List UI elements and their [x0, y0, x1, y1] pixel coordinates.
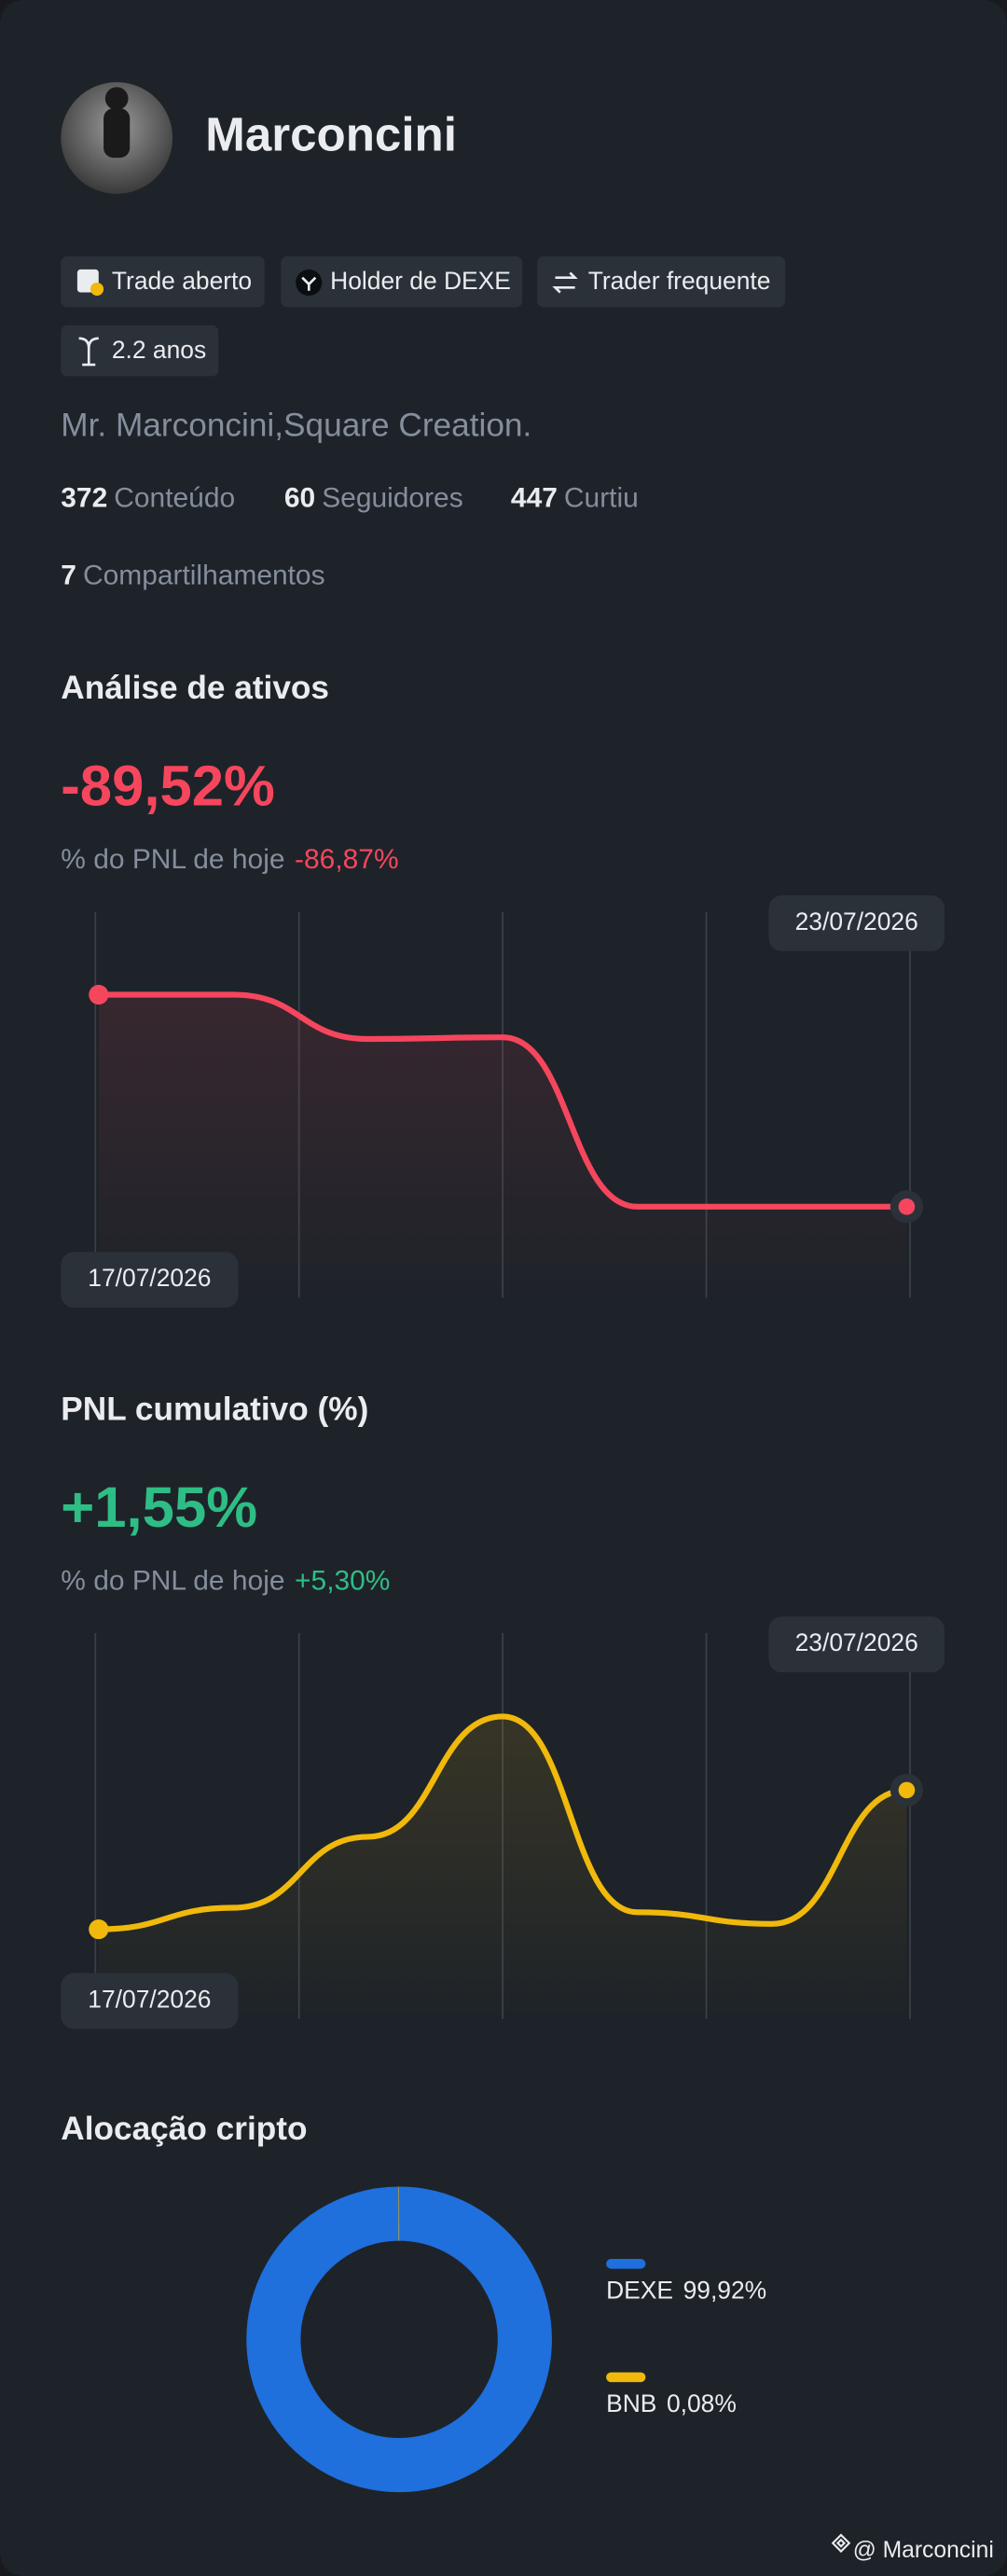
legend-entry: DEXE 99,92% — [606, 2276, 766, 2304]
line — [95, 991, 910, 1210]
date-label-bg — [768, 1616, 945, 1673]
pnl-today-value: -86,87% — [295, 844, 399, 875]
stat-label: Curtiu — [564, 482, 639, 513]
legend-swatch — [606, 2259, 646, 2269]
end-dot — [898, 1198, 916, 1215]
badge-bg — [61, 256, 265, 308]
badge: Holder de DEXE — [281, 256, 523, 308]
legend-value: 99,92% — [683, 2276, 767, 2304]
legend-value: 0,08% — [667, 2389, 737, 2417]
watermark-text: @ Marconcini — [853, 2538, 994, 2563]
pnl-today-label: % do PNL de hoje — [61, 1565, 284, 1596]
start-dot — [89, 1919, 109, 1940]
headline-value: +1,55% — [61, 1475, 257, 1540]
date-label-bg — [768, 895, 945, 951]
legend-name: BNB — [606, 2389, 656, 2417]
watermark: @ Marconcini — [831, 2533, 994, 2563]
stat: 60 Seguidores — [284, 482, 463, 513]
badge-label: Trade aberto — [112, 267, 252, 295]
stat-label: Conteúdo — [114, 482, 235, 513]
pnl-today: % do PNL de hoje +5,30% — [61, 1565, 390, 1596]
badge-icon — [552, 271, 578, 294]
badge-label: 2.2 anos — [112, 336, 206, 364]
date-label-bg — [61, 1252, 239, 1309]
badge-icon-mark — [301, 276, 317, 291]
profile-name: Marconcini — [205, 107, 457, 160]
stat-label: Seguidores — [322, 482, 462, 513]
date-label: 23/07/2026 — [795, 1628, 918, 1656]
stat-label: Compartilhamentos — [83, 560, 325, 590]
badge: 2.2 anos — [61, 325, 219, 377]
date-label: 17/07/2026 — [88, 1985, 211, 2013]
pnl-today-value: +5,30% — [295, 1565, 390, 1596]
section-title: PNL cumulativo (%) — [61, 1391, 368, 1427]
stat-value: 447 — [511, 482, 558, 513]
headline-value: -89,52% — [61, 755, 275, 819]
section-title: Análise de ativos — [61, 670, 329, 706]
stat-value: 7 — [61, 560, 76, 590]
date-label-bg — [61, 1973, 239, 2029]
badge-label: Trader frequente — [588, 267, 771, 295]
date-label: 23/07/2026 — [795, 907, 918, 935]
badge-label: Holder de DEXE — [330, 267, 511, 295]
legend-entry: BNB 0,08% — [606, 2389, 737, 2417]
bio: Mr. Marconcini,Square Creation. — [61, 407, 531, 443]
stat-value: 60 — [284, 482, 315, 513]
pnl-today: % do PNL de hoje -86,87% — [61, 844, 398, 875]
end-dot — [898, 1781, 916, 1799]
badge: Trade aberto — [61, 256, 265, 308]
stat: 372 Conteúdo — [61, 482, 235, 513]
area — [98, 1716, 907, 2019]
avatar-figure — [103, 108, 131, 159]
line — [95, 1713, 910, 1932]
pnl-today-label: % do PNL de hoje — [61, 844, 284, 875]
watermark-logo — [831, 2533, 851, 2554]
legend-swatch — [606, 2372, 646, 2383]
start-dot — [89, 984, 109, 1005]
stat: 447 Curtiu — [511, 482, 639, 513]
badge-bg — [281, 256, 523, 308]
stat: 7 Compartilhamentos — [61, 560, 324, 590]
avatar-figure-head — [104, 87, 129, 111]
badge-bg — [61, 325, 219, 377]
badge-icon — [78, 337, 99, 367]
section-title: Alocação cripto — [61, 2111, 307, 2147]
stat-value: 372 — [61, 482, 107, 513]
area — [98, 994, 907, 1298]
donut-slice — [246, 2186, 552, 2493]
date-label: 17/07/2026 — [88, 1264, 211, 1292]
legend-name: DEXE — [606, 2276, 673, 2304]
badge-bg — [537, 256, 786, 308]
badge: Trader frequente — [537, 256, 786, 308]
badge-icon-dot — [90, 282, 104, 297]
